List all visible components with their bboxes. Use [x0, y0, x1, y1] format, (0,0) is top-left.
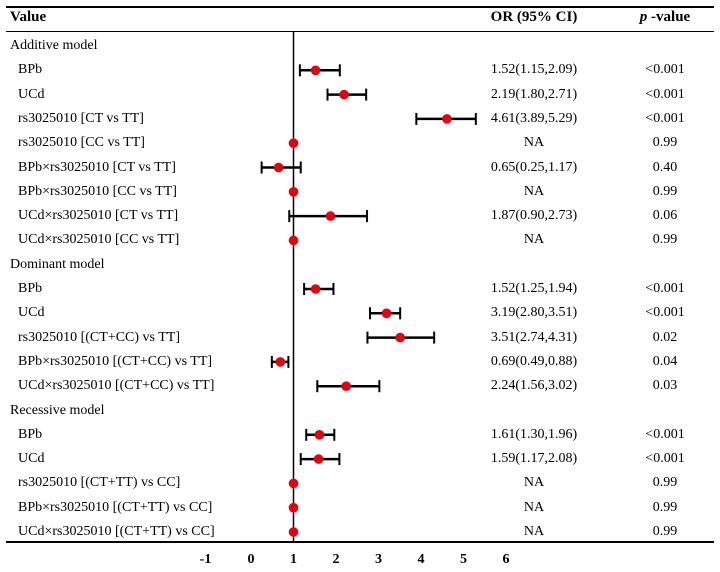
row-label: BPb×rs3025010 [(CT+CC) vs TT]	[18, 353, 213, 369]
or-point	[314, 430, 325, 440]
row-label: UCd	[18, 86, 45, 102]
header-rule	[6, 31, 714, 32]
row-label: BPb	[18, 426, 43, 442]
p-value: 0.99	[652, 475, 678, 491]
or-ci-value: 1.52(1.25,1.94)	[490, 281, 578, 296]
p-value: 0.06	[652, 208, 678, 224]
or-ci-value: NA	[523, 475, 545, 491]
or-point	[288, 478, 299, 489]
or-ci-value: 1.59(1.17,2.08)	[490, 451, 578, 467]
or-point	[313, 454, 324, 464]
or-point	[288, 235, 299, 246]
p-value: 0.40	[652, 159, 678, 175]
or-ci-value: NA	[523, 183, 545, 199]
or-ci-value: NA	[523, 135, 545, 151]
row-label: BPb	[18, 281, 43, 296]
p-value: 0.99	[652, 232, 678, 248]
row-label: UCd	[18, 451, 45, 467]
section-title: Dominant model	[10, 256, 105, 272]
or-point	[275, 357, 286, 367]
p-value: 0.03	[652, 378, 678, 394]
or-point	[288, 502, 299, 513]
x-tick-label: 6	[502, 552, 510, 567]
row-label: UCd×rs3025010 [CC vs TT]	[18, 232, 180, 248]
row-label: BPb×rs3025010 [CT vs TT]	[18, 159, 176, 175]
or-ci-value: 2.24(1.56,3.02)	[490, 378, 578, 394]
x-tick-label: 5	[460, 552, 467, 567]
x-tick-label: 3	[375, 552, 382, 567]
or-ci-value: 1.61(1.30,1.96)	[490, 426, 578, 442]
header-or: OR (95% CI)	[490, 9, 578, 25]
p-value: 0.04	[652, 353, 678, 369]
header-p-italic: p	[639, 9, 648, 25]
or-point	[341, 381, 352, 392]
or-point	[381, 308, 392, 319]
p-value: <0.001	[645, 110, 685, 126]
p-value: 0.99	[652, 524, 678, 539]
row-label: rs3025010 [(CT+CC) vs TT]	[18, 329, 181, 345]
p-value: <0.001	[645, 62, 685, 78]
p-value: 0.99	[652, 183, 678, 199]
p-value: <0.001	[645, 86, 685, 102]
p-value: <0.001	[645, 281, 685, 296]
header-p-value: p -value	[620, 8, 710, 26]
or-point	[288, 187, 299, 197]
or-ci-value: 3.51(2.74,4.31)	[490, 329, 578, 345]
or-ci-value: 1.87(0.90,2.73)	[490, 208, 578, 224]
or-ci-value: 2.19(1.80,2.71)	[490, 86, 578, 102]
x-tick-label: 1	[290, 552, 297, 567]
p-value: 0.99	[652, 499, 678, 515]
or-point	[310, 65, 321, 76]
table-bottom-rule	[6, 541, 714, 543]
p-value: 0.02	[652, 329, 678, 345]
or-ci-value: 3.19(2.80,3.51)	[490, 305, 578, 321]
p-value: 0.99	[652, 135, 678, 151]
or-ci-value: NA	[523, 499, 545, 515]
section-title: Additive model	[10, 38, 98, 53]
header-variable: Value	[10, 9, 47, 25]
row-label: rs3025010 [CC vs TT]	[18, 135, 145, 151]
or-point	[339, 89, 349, 100]
row-label: rs3025010 [(CT+TT) vs CC]	[18, 475, 181, 491]
or-point	[288, 138, 299, 148]
x-tick-label: 2	[332, 552, 340, 567]
or-point	[395, 332, 405, 343]
p-value: <0.001	[645, 451, 685, 467]
or-point	[325, 211, 336, 221]
row-label: BPb×rs3025010 [CC vs TT]	[18, 183, 177, 199]
row-label: UCd×rs3025010 [CT vs TT]	[18, 208, 179, 224]
x-tick-label: -1	[199, 552, 212, 567]
or-ci-value: 4.61(3.89,5.29)	[490, 110, 578, 126]
row-label: UCd	[18, 305, 45, 321]
or-point	[442, 114, 452, 124]
or-ci-value: 0.65(0.25,1.17)	[490, 159, 578, 175]
p-value: <0.001	[645, 305, 685, 321]
or-ci-value: 1.52(1.15,2.09)	[490, 62, 578, 78]
x-tick-label: 4	[417, 552, 425, 567]
row-label: UCd×rs3025010 [(CT+CC) vs TT]	[18, 378, 215, 394]
or-ci-value: 0.69(0.49,0.88)	[490, 353, 578, 369]
section-title: Recessive model	[10, 402, 105, 418]
p-value: <0.001	[645, 426, 685, 442]
row-label: UCd×rs3025010 [(CT+TT) vs CC]	[18, 524, 215, 539]
table-top-rule	[6, 6, 714, 8]
x-tick-label: 0	[247, 552, 255, 567]
header-p-rest: -value	[647, 9, 691, 25]
or-point	[273, 162, 284, 173]
or-ci-value: NA	[523, 524, 545, 539]
or-point	[288, 527, 299, 537]
row-label: BPb×rs3025010 [(CT+TT) vs CC]	[18, 499, 213, 515]
or-point	[310, 284, 321, 294]
row-label: BPb	[18, 62, 43, 78]
or-ci-value: NA	[523, 232, 545, 248]
row-label: rs3025010 [CT vs TT]	[18, 110, 144, 126]
